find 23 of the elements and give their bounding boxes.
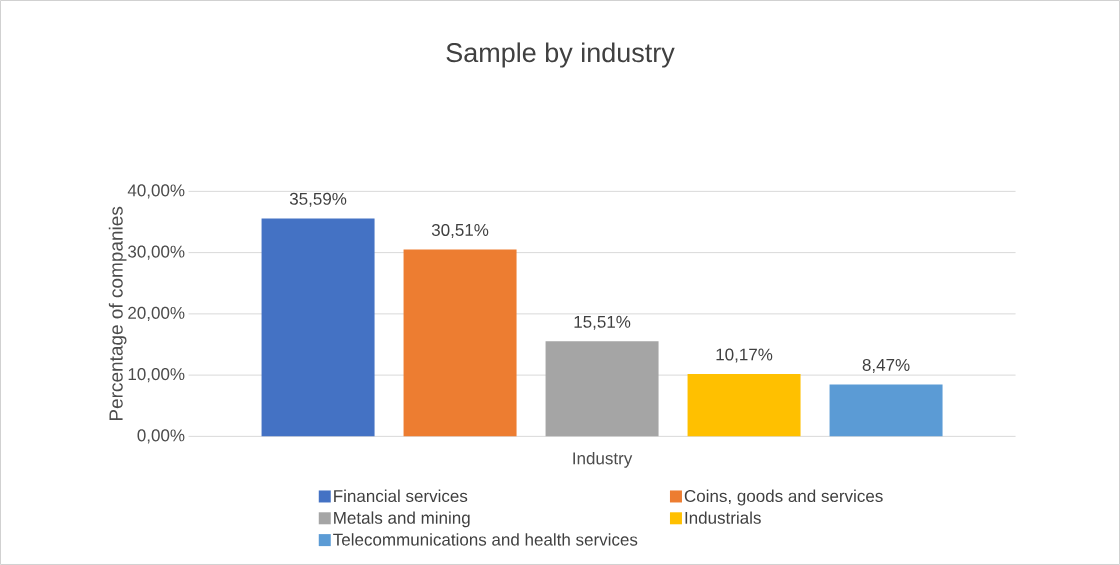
y-tick-label: 0,00% bbox=[137, 429, 185, 444]
data-label: 8,47% bbox=[862, 358, 910, 373]
data-label: 15,51% bbox=[574, 315, 631, 330]
data-label: 10,17% bbox=[716, 348, 773, 363]
legend-label: Telecommunications and health services bbox=[333, 533, 638, 546]
y-tick-label: 10,00% bbox=[128, 368, 185, 383]
bar bbox=[687, 374, 801, 437]
y-tick-label: 20,00% bbox=[128, 306, 185, 321]
y-tick-label: 30,00% bbox=[128, 245, 185, 260]
legend-label: Industrials bbox=[685, 511, 761, 524]
bar bbox=[403, 249, 517, 437]
legend-label: Metals and mining bbox=[334, 511, 470, 528]
legend-label: Financial services bbox=[334, 489, 468, 503]
legend-label: Coins, goods and services bbox=[684, 489, 883, 506]
bar bbox=[545, 341, 659, 437]
data-label: 35,59% bbox=[289, 192, 347, 207]
bar bbox=[829, 384, 943, 437]
bar bbox=[261, 218, 375, 437]
y-tick-label: 40,00% bbox=[127, 184, 185, 199]
y-axis-title: Percentage of companies bbox=[108, 206, 127, 421]
data-label: 30,51% bbox=[431, 223, 489, 238]
chart-title: Sample by industry bbox=[446, 42, 675, 68]
x-tick-label: Industry bbox=[573, 451, 633, 468]
